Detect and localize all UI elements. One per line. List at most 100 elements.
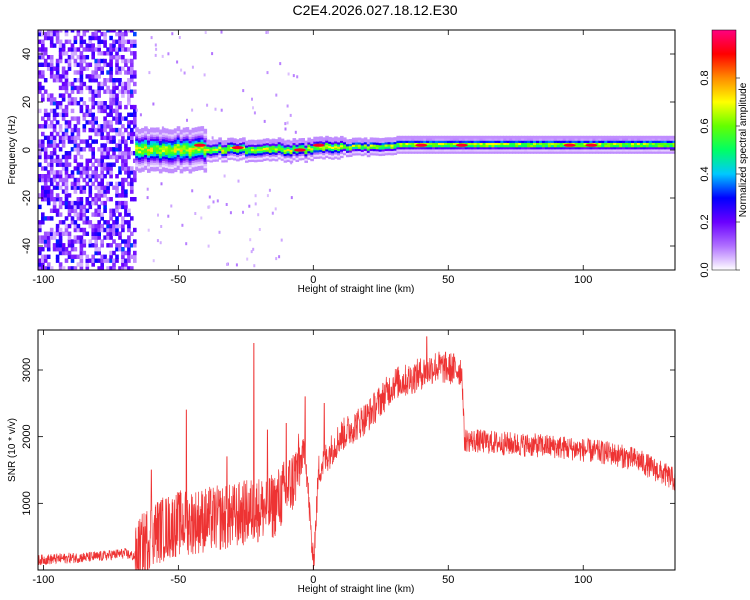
heatmap-cell xyxy=(103,208,107,213)
heatmap-cell xyxy=(337,146,341,149)
heatmap-cell xyxy=(55,170,60,175)
heatmap-cell xyxy=(301,146,305,150)
heatmap-cell xyxy=(461,151,466,154)
heatmap-cell xyxy=(64,170,69,175)
heatmap-cell xyxy=(598,146,602,150)
heatmap-cell xyxy=(420,135,424,139)
heatmap-cell xyxy=(147,152,151,156)
heatmap-cell xyxy=(124,243,128,248)
heatmap-cell xyxy=(103,58,107,64)
heatmap-cell xyxy=(85,108,90,114)
heatmap-cell xyxy=(124,30,128,33)
heatmap-cell xyxy=(464,151,469,154)
heatmap-cell xyxy=(38,162,42,167)
heatmap-cell xyxy=(369,146,374,149)
heatmap-cell xyxy=(251,141,255,145)
heatmap-cell xyxy=(85,55,90,60)
heatmap-cell xyxy=(461,148,466,152)
heatmap-cell xyxy=(256,154,261,158)
heatmap-cell xyxy=(38,147,42,152)
heatmap-cell xyxy=(138,137,142,141)
heatmap-cell xyxy=(49,30,54,33)
heatmap-cell xyxy=(287,72,290,76)
heatmap-cell xyxy=(79,227,84,233)
heatmap-cell xyxy=(61,231,66,236)
heatmap-cell xyxy=(173,160,178,164)
heatmap-cell xyxy=(553,151,558,154)
heatmap-cell xyxy=(85,266,90,270)
heatmap-cell xyxy=(214,107,217,111)
heatmap-cell xyxy=(595,138,599,141)
heatmap-cell xyxy=(625,135,629,139)
heatmap-cell xyxy=(61,116,66,121)
heatmap-cell xyxy=(112,147,116,152)
heatmap-cell xyxy=(124,208,128,213)
heatmap-cell xyxy=(76,101,81,106)
heatmap-cell xyxy=(482,135,487,139)
heatmap-cell xyxy=(378,138,383,141)
heatmap-cell xyxy=(176,141,181,145)
heatmap-cell xyxy=(49,39,54,44)
heatmap-cell xyxy=(229,211,232,215)
heatmap-cell xyxy=(138,135,142,139)
heatmap-cell xyxy=(654,142,659,146)
heatmap-cell xyxy=(73,239,78,244)
heatmap-cell xyxy=(147,131,151,134)
heatmap-cell xyxy=(127,112,131,117)
heatmap-cell xyxy=(550,144,555,148)
heatmap-cell xyxy=(100,66,104,71)
heatmap-cell xyxy=(313,149,317,153)
heatmap-cell xyxy=(144,163,148,166)
heatmap-cell xyxy=(133,104,137,110)
heatmap-cell xyxy=(411,146,415,150)
heatmap-cell xyxy=(156,144,160,148)
heatmap-cell xyxy=(88,177,93,183)
heatmap-cell xyxy=(194,163,199,167)
heatmap-cell xyxy=(411,148,415,152)
heatmap-cell xyxy=(61,162,66,167)
heatmap-cell xyxy=(274,207,277,211)
heatmap-cell xyxy=(73,177,78,183)
heatmap-cell xyxy=(67,235,72,240)
heatmap-cell xyxy=(539,148,543,152)
heatmap-cell xyxy=(121,124,125,129)
heatmap-cell xyxy=(262,153,267,157)
heatmap-cell xyxy=(619,144,623,148)
heatmap-cell xyxy=(613,135,617,139)
heatmap-cell xyxy=(277,137,282,141)
heatmap-cell xyxy=(200,126,205,129)
heatmap-cell xyxy=(127,135,131,140)
heatmap-cell xyxy=(619,148,623,152)
heatmap-cell xyxy=(100,166,104,171)
heatmap-cell xyxy=(164,139,169,142)
heatmap-cell xyxy=(179,146,184,150)
heatmap-cell xyxy=(173,132,178,136)
heatmap-cell xyxy=(494,144,498,148)
heatmap-cell xyxy=(441,138,445,141)
heatmap-cell xyxy=(360,138,365,142)
heatmap-cell xyxy=(124,62,128,67)
heatmap-cell xyxy=(91,147,95,152)
heatmap-cell xyxy=(242,89,245,93)
heatmap-cell xyxy=(562,151,567,154)
heatmap-cell xyxy=(316,138,320,142)
heatmap-cell xyxy=(265,138,270,141)
heatmap-cell xyxy=(109,208,113,213)
heatmap-cell xyxy=(64,58,69,64)
heatmap-cell xyxy=(467,135,472,139)
heatmap-cell xyxy=(115,78,119,83)
heatmap-cell xyxy=(85,162,90,167)
heatmap-cell xyxy=(441,146,445,150)
heatmap-cell xyxy=(634,144,638,148)
heatmap-cell xyxy=(121,262,125,267)
heatmap-cell xyxy=(121,89,125,94)
heatmap-cell xyxy=(304,145,308,148)
heatmap-cell xyxy=(571,140,576,143)
heatmap-cell xyxy=(280,151,285,155)
heatmap-cell xyxy=(194,138,199,141)
heatmap-cell xyxy=(381,144,386,148)
heatmap-cell xyxy=(289,147,294,150)
heatmap-cell xyxy=(319,155,323,159)
heatmap-cell xyxy=(170,142,175,146)
heatmap-cell xyxy=(124,162,128,167)
